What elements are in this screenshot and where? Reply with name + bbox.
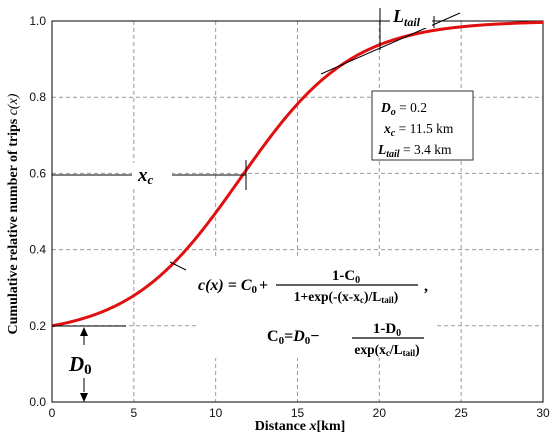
param-ltail: Ltail = 3.4 km <box>377 142 452 160</box>
formula2-den-sub: c <box>386 348 390 358</box>
param-xc-sub: c <box>391 128 396 139</box>
param-ltail-var: L <box>377 142 386 157</box>
d0-arrow-head-up <box>80 327 88 336</box>
formula2-numerator: 1-D0 <box>373 321 401 339</box>
formula2-den-b: /L <box>389 342 403 357</box>
formula-den-b: )/L <box>364 289 381 304</box>
x-tick-label: 5 <box>130 406 137 420</box>
x-axis-label-var: x <box>309 419 317 434</box>
formula-lhs: c(x) = C0 + <box>198 277 268 296</box>
y-tick-label: 0.6 <box>29 166 46 180</box>
formula-num-sub: 0 <box>355 275 360 286</box>
param-xc: xc = 11.5 km <box>383 121 454 139</box>
d0-label-var: D <box>68 352 84 376</box>
formula-num-text: 1-C <box>332 268 355 284</box>
x-tick-label: 0 <box>49 406 56 420</box>
y-axis-label-var: c(x) <box>6 93 21 115</box>
formula2-den-c: ) <box>415 342 420 357</box>
xc-label-bg <box>132 163 172 187</box>
y-tick-label: 0.8 <box>29 90 46 104</box>
x-tick-label: 20 <box>373 406 387 420</box>
formula2-denominator: exp(xc/Ltail) <box>354 342 419 358</box>
param-d0: Do = 0.2 <box>380 100 427 118</box>
param-d0-value: = 0.2 <box>396 100 427 115</box>
xc-label-sub: c <box>148 172 154 187</box>
param-d0-sub: o <box>391 107 396 118</box>
formula2-minus: − <box>310 328 319 345</box>
formula-den-sub2: tail <box>381 295 394 305</box>
formula-comma: , <box>424 278 428 295</box>
formula-den-a: 1+exp(-(x-x <box>294 289 360 304</box>
ltail-label-var: L <box>392 6 404 26</box>
xc-label: xc <box>137 165 154 187</box>
d0-arrow-head-down <box>80 393 88 402</box>
formula2-lhs: C0=D0− <box>267 328 319 347</box>
formula-den-c: ) <box>394 289 399 304</box>
formula-den-sub: c <box>360 295 364 305</box>
series-line-cumulative-trips <box>51 20 544 328</box>
x-axis-label-unit: [km] <box>317 419 346 434</box>
param-ltail-value: = 3.4 km <box>400 142 452 157</box>
formula-numerator: 1-C0 <box>332 268 360 286</box>
formula2-den-sub2: tail <box>403 348 416 358</box>
formula2-d0: D <box>292 328 305 345</box>
formula-lhs-text: c(x) = C <box>198 277 252 294</box>
y-tick-label: 1.0 <box>29 14 46 28</box>
formula-bg <box>196 258 436 358</box>
y-axis-label-text: Cumulative relative number of trips <box>6 118 21 334</box>
formula2-c0-sub: 0 <box>279 335 285 347</box>
d0-label-sub: 0 <box>84 362 92 378</box>
x-tick-label: 30 <box>536 406 550 420</box>
param-xc-var: x <box>383 121 391 136</box>
ltail-label-bg <box>390 4 432 28</box>
d0-label: D0 <box>68 352 92 378</box>
formula2-num-sub: 0 <box>396 328 401 339</box>
formula-plus: + <box>259 277 268 294</box>
param-xc-value: = 11.5 km <box>395 121 454 136</box>
x-tick-label: 15 <box>291 406 305 420</box>
param-ltail-sub: tail <box>386 149 400 160</box>
ltail-label-sub: tail <box>404 15 421 29</box>
y-axis-label: Cumulative relative number of trips c(x) <box>6 93 21 334</box>
x-tick-label: 25 <box>454 406 468 420</box>
formula2-den-a: exp(x <box>354 342 386 357</box>
formula-leader-line <box>169 261 187 271</box>
tangent-line <box>320 12 461 75</box>
y-tick-label: 0.2 <box>29 319 46 333</box>
x-tick-label: 10 <box>209 406 223 420</box>
param-d0-var: D <box>380 100 391 115</box>
y-tick-label: 0.0 <box>29 395 46 409</box>
formula2-c0: C <box>267 328 279 345</box>
x-axis-label: Distance x[km] <box>255 419 346 434</box>
formula2-eq: = <box>284 328 293 345</box>
y-tick-label: 0.4 <box>29 243 46 257</box>
ltail-label: Ltail <box>392 6 421 29</box>
formula-lhs-sub: 0 <box>252 284 258 296</box>
parameter-box <box>371 90 474 161</box>
xc-label-var: x <box>137 165 148 186</box>
tick-labels: 0 5 10 15 20 25 30 0.0 0.2 0.4 0.6 0.8 1.0 <box>29 14 550 420</box>
annotation-lines <box>52 8 461 402</box>
plot-frame <box>51 20 544 403</box>
formula2-d0-sub: 0 <box>305 335 311 347</box>
x-axis-label-prefix: Distance <box>255 419 306 434</box>
formula-denominator: 1+exp(-(x-xc)/Ltail) <box>294 289 398 305</box>
formula2-num-text: 1-D <box>373 321 396 337</box>
